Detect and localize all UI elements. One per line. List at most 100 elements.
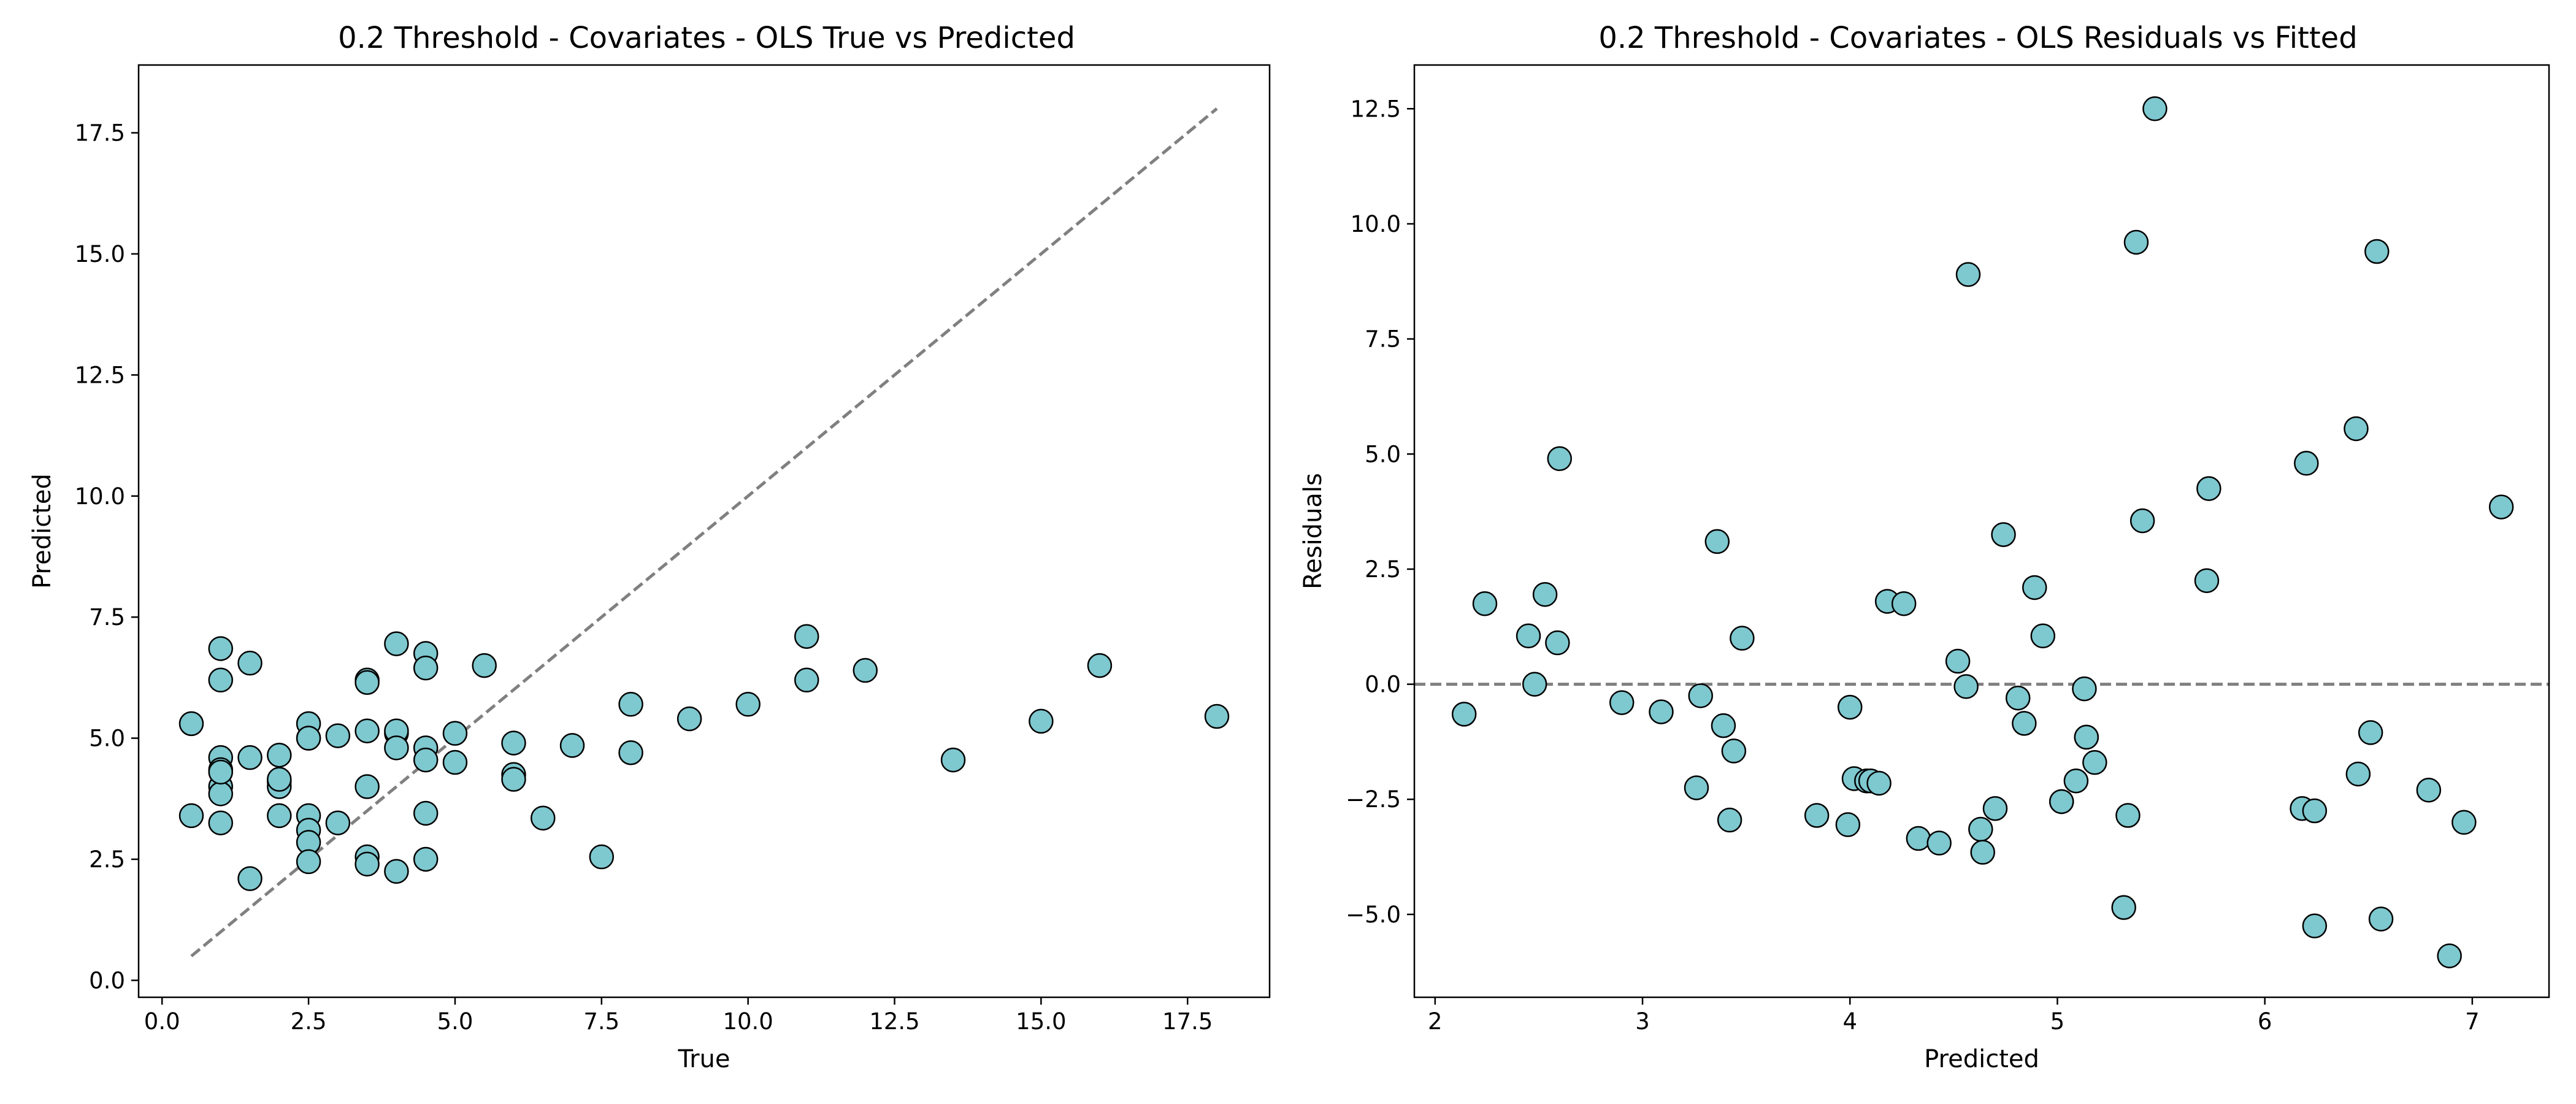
reference-line: [190, 107, 1218, 957]
x-tick-label: 6: [2258, 1008, 2272, 1035]
marks-layer: 2 3 4 5 6 7 −5.0 −2.5 0.0 2.5 5.0 7.5 10.0 12.5: [1346, 96, 2549, 1035]
data-point: [940, 747, 966, 773]
data-point: [2345, 761, 2371, 787]
chart-title: 0.2 Threshold - Covariates - OLS True vs…: [338, 21, 1075, 55]
data-point: [384, 735, 409, 761]
y-tick-label: 17.5: [75, 120, 125, 147]
data-point: [1730, 626, 1755, 651]
data-point: [208, 781, 234, 807]
x-tick-label: 4: [1842, 1008, 1857, 1035]
data-point: [1545, 630, 1570, 656]
data-point: [1472, 591, 1498, 616]
data-point: [2344, 416, 2369, 442]
data-point: [2082, 749, 2107, 775]
y-tick-label: 0.0: [89, 967, 125, 994]
data-point: [178, 711, 204, 737]
data-point: [413, 747, 439, 773]
plot-frame: [137, 64, 1271, 999]
chart-residuals-vs-fitted: 0.2 Threshold - Covariates - OLS Residua…: [1299, 21, 2550, 1073]
x-tick-label: 3: [1635, 1008, 1650, 1035]
y-tick-label: 5.0: [1365, 441, 1401, 467]
x-tick-label: 2.5: [291, 1008, 327, 1035]
y-tick-label: −5.0: [1346, 902, 1401, 928]
data-point: [355, 670, 380, 696]
data-point: [1804, 803, 1830, 828]
data-point: [2194, 568, 2220, 593]
data-point: [618, 692, 643, 717]
y-tick-label: 2.5: [89, 846, 125, 873]
data-point: [1532, 581, 1558, 607]
y-axis-label: Predicted: [28, 473, 56, 589]
data-point: [355, 774, 380, 799]
y-tick-label: 2.5: [1365, 556, 1401, 583]
data-point: [1717, 807, 1742, 833]
data-point: [1204, 703, 1230, 729]
data-point: [501, 730, 526, 756]
data-point: [1522, 672, 1547, 697]
data-point: [2416, 777, 2442, 803]
x-tick-label: 12.5: [869, 1008, 919, 1035]
data-point: [355, 851, 380, 877]
data-point: [1835, 812, 1861, 837]
data-point: [208, 810, 234, 835]
data-point: [267, 742, 292, 768]
data-point: [1451, 702, 1477, 727]
y-tick-label: 10.0: [75, 483, 125, 510]
data-point: [1516, 623, 1541, 649]
data-point: [531, 805, 556, 831]
data-point: [735, 692, 761, 717]
data-point: [2049, 789, 2074, 815]
data-point: [1955, 262, 1981, 287]
data-point: [178, 803, 204, 829]
data-point: [2005, 685, 2031, 711]
data-point: [1970, 840, 1995, 865]
data-point: [2074, 724, 2099, 750]
data-point: [442, 749, 468, 775]
data-point: [2111, 895, 2136, 920]
data-point: [472, 653, 497, 678]
data-point: [501, 767, 526, 792]
data-point: [2030, 623, 2056, 649]
data-point: [2302, 798, 2328, 824]
data-point: [1866, 770, 1892, 796]
data-point: [355, 718, 380, 743]
x-tick-label: 0.0: [144, 1008, 180, 1035]
data-point: [2022, 575, 2047, 600]
data-point: [2142, 96, 2168, 121]
data-point: [1837, 694, 1863, 720]
data-point: [237, 866, 263, 891]
data-point: [413, 800, 439, 826]
data-point: [794, 624, 819, 649]
y-tick-label: 15.0: [75, 241, 125, 267]
data-point: [2451, 810, 2477, 835]
data-point: [2368, 907, 2394, 932]
data-point: [208, 636, 234, 661]
data-point: [208, 759, 234, 785]
data-point: [2012, 711, 2037, 736]
y-tick-label: −2.5: [1346, 786, 1401, 813]
data-point: [384, 859, 409, 884]
data-point: [1704, 529, 1730, 554]
data-point: [1688, 683, 1713, 708]
plot-frame: [1413, 64, 2550, 999]
data-point: [325, 810, 351, 835]
x-tick-label: 7: [2465, 1008, 2480, 1035]
data-point: [442, 721, 468, 746]
data-point: [325, 723, 351, 748]
y-tick-label: 0.0: [1365, 672, 1401, 698]
data-point: [794, 667, 819, 693]
x-tick-label: 15.0: [1016, 1008, 1066, 1035]
y-tick-label: 5.0: [89, 726, 125, 752]
data-point: [384, 631, 409, 656]
data-point: [2123, 229, 2149, 255]
data-point: [1968, 816, 1993, 842]
data-point: [2072, 676, 2097, 702]
x-tick-label: 7.5: [583, 1008, 619, 1035]
y-tick-label: 10.0: [1351, 211, 1401, 237]
data-point: [2063, 768, 2089, 794]
y-tick-label: 12.5: [1351, 96, 1401, 122]
x-tick-label: 10.0: [723, 1008, 773, 1035]
data-point: [2358, 720, 2383, 745]
x-tick-label: 17.5: [1162, 1008, 1213, 1035]
